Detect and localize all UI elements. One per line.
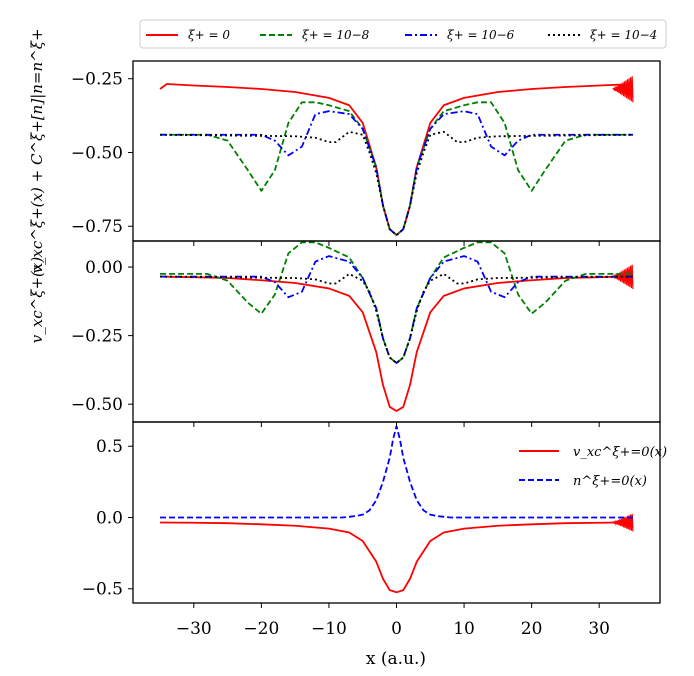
ytick-label-top-0: −0.25 — [71, 70, 123, 90]
ytick-label-top-2: −0.75 — [71, 217, 123, 237]
series-bottom-1 — [160, 425, 633, 519]
top-legend-label-1: ξ+ = 10−8 — [302, 28, 370, 42]
xtick-label-1: −20 — [243, 619, 279, 639]
top-legend-label-2: ξ+ = 10−6 — [447, 28, 515, 42]
series-top-0 — [159, 83, 634, 236]
top-legend: ξ+ = 0 ξ+ = 10−8 ξ+ = 10−6 ξ+ = 10−4 — [139, 19, 667, 49]
top-legend-frame — [139, 19, 667, 49]
series-top-2 — [160, 110, 633, 236]
series-bottom-0 — [160, 521, 633, 594]
xtick-label-3: 0 — [391, 619, 402, 639]
bottom-legend-label-1: n^ξ+=0(x) — [573, 474, 647, 489]
panel-top: −0.25 −0.50 −0.75 — [71, 60, 661, 242]
ytick-label-bottom-0: 0.5 — [96, 437, 123, 457]
top-legend-label-3: ξ+ = 10−4 — [590, 28, 657, 42]
oscillation-bottom-0 — [612, 513, 634, 532]
xtick-label-0: −30 — [176, 619, 212, 639]
xtick-label-4: 10 — [453, 619, 475, 639]
ytick-label-bottom-2: −0.5 — [82, 580, 123, 600]
oscillation-top-0 — [612, 76, 634, 103]
frame-top — [132, 60, 661, 242]
bottom-legend-label-0: v_xc^ξ+=0(x) — [573, 445, 667, 460]
panel-middle: 0.00 −0.25 −0.50 — [71, 240, 661, 423]
panel-bottom: 0.5 0.0 −0.5 v_xc^ξ+=0(x) n^ξ+=0(x) — [82, 421, 667, 604]
xtick-label-2: −10 — [311, 619, 347, 639]
xtick-label-5: 20 — [521, 619, 543, 639]
x-axis-title: x (a.u.) — [366, 649, 426, 669]
xtick-label-6: 30 — [588, 619, 610, 639]
top-legend-label-0: ξ+ = 0 — [188, 28, 230, 42]
ytick-label-top-1: −0.50 — [71, 143, 123, 163]
ytick-label-middle-1: −0.25 — [71, 327, 123, 347]
y-axis-title-middle: v_xc^ξ+(x) — [28, 257, 46, 344]
ytick-label-bottom-1: 0.0 — [96, 508, 123, 528]
y-axis-title-top: v_xc^ξ+(x) + C^ξ+[n]|n=n^ξ+ — [28, 28, 46, 273]
ytick-label-middle-0: 0.00 — [85, 258, 123, 278]
ytick-label-middle-2: −0.50 — [71, 395, 123, 415]
series-middle-2 — [160, 255, 633, 364]
series-top-3 — [160, 130, 633, 236]
frame-middle — [132, 240, 661, 423]
series-top-1 — [160, 101, 633, 236]
series-middle-3 — [160, 273, 633, 364]
x-axis: −30 −20 −10 0 10 20 30 — [176, 241, 610, 639]
series-middle-1 — [160, 241, 633, 364]
series-middle-0 — [160, 275, 633, 412]
